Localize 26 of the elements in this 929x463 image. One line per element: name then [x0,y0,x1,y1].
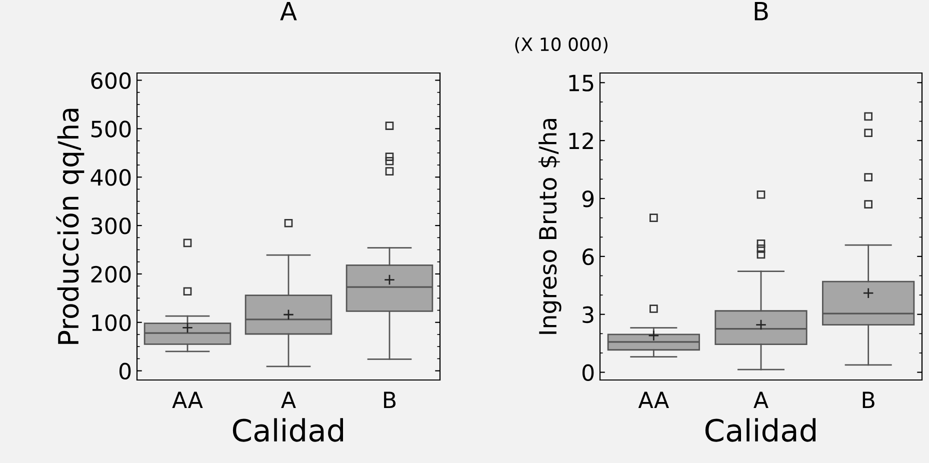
y-tick-label: 400 [90,169,131,186]
y-axis-title: Producción qq/ha [56,108,84,344]
x-tick-label: B [862,392,874,408]
x-tick-label: A [754,392,768,408]
x-axis-title: Calidad [705,418,816,442]
chart-title: B [754,2,768,20]
y-axis-title: Ingreso Bruto $/ha [538,118,562,334]
y-tick-label: 12 [569,132,593,150]
y-tick-label: 500 [91,120,131,138]
y-tick-label: 0 [119,362,131,380]
x-tick-label: AA [172,392,203,408]
y-tick-label: 9 [582,190,594,208]
x-tick-label: A [281,392,296,408]
y-tick-label: 600 [91,72,131,90]
y-tick-label: 15 [569,74,594,92]
y-tick-label: 3 [582,306,594,324]
y-tick-label: 100 [92,314,131,332]
chart-title: A [280,2,297,20]
y-tick-label: 200 [91,266,131,283]
y-tick-label: 300 [91,217,131,234]
x-tick-label: AA [638,392,669,408]
y-tick-label: 0 [582,364,594,382]
x-tick-label: B [384,392,396,408]
x-axis-title: Calidad [232,418,343,442]
text: (X 10 000) [515,37,608,54]
y-tick-label: 6 [582,248,594,266]
